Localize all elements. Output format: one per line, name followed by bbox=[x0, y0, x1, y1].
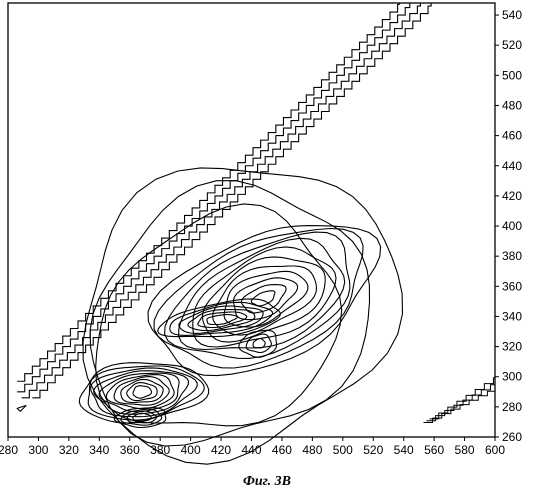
x-tick-label: 460 bbox=[272, 443, 292, 457]
y-tick-label: 500 bbox=[502, 68, 522, 82]
x-tick-label: 320 bbox=[59, 443, 79, 457]
y-tick-label: 420 bbox=[502, 189, 522, 203]
x-tick-label: 560 bbox=[424, 443, 444, 457]
x-axis: 280 300 320 340 360 380 400 420 440 460 480 500 520 5… bbox=[0, 437, 505, 457]
x-tick-label: 500 bbox=[333, 443, 353, 457]
x-tick-label: 420 bbox=[211, 443, 231, 457]
y-tick-label: 460 bbox=[502, 129, 522, 143]
y-tick-label: 480 bbox=[502, 98, 522, 112]
x-tick-label: 280 bbox=[0, 443, 18, 457]
y-tick-label: 520 bbox=[502, 38, 522, 52]
y-tick-label: 300 bbox=[502, 370, 522, 384]
x-tick-label: 480 bbox=[302, 443, 322, 457]
y-tick-label: 380 bbox=[502, 249, 522, 263]
y-axis: 260 280 300 320 340 360 380 400 420 440 460 480 500 5… bbox=[495, 8, 522, 444]
y-tick-label: 360 bbox=[502, 279, 522, 293]
x-tick-label: 600 bbox=[485, 443, 505, 457]
x-tick-label: 580 bbox=[455, 443, 475, 457]
x-tick-label: 540 bbox=[394, 443, 414, 457]
x-tick-label: 520 bbox=[363, 443, 383, 457]
plot-area bbox=[8, 3, 495, 437]
y-tick-label: 260 bbox=[502, 430, 522, 444]
x-tick-label: 380 bbox=[150, 443, 170, 457]
y-tick-label: 540 bbox=[502, 8, 522, 22]
x-tick-label: 300 bbox=[28, 443, 48, 457]
y-tick-label: 400 bbox=[502, 219, 522, 233]
y-tick-label: 280 bbox=[502, 400, 522, 414]
x-tick-label: 400 bbox=[181, 443, 201, 457]
y-tick-label: 340 bbox=[502, 309, 522, 323]
y-tick-label: 440 bbox=[502, 159, 522, 173]
figure-caption: Фиг. 3B bbox=[0, 474, 534, 490]
x-tick-label: 440 bbox=[241, 443, 261, 457]
x-tick-label: 360 bbox=[120, 443, 140, 457]
y-tick-label: 320 bbox=[502, 340, 522, 354]
x-tick-label: 340 bbox=[89, 443, 109, 457]
